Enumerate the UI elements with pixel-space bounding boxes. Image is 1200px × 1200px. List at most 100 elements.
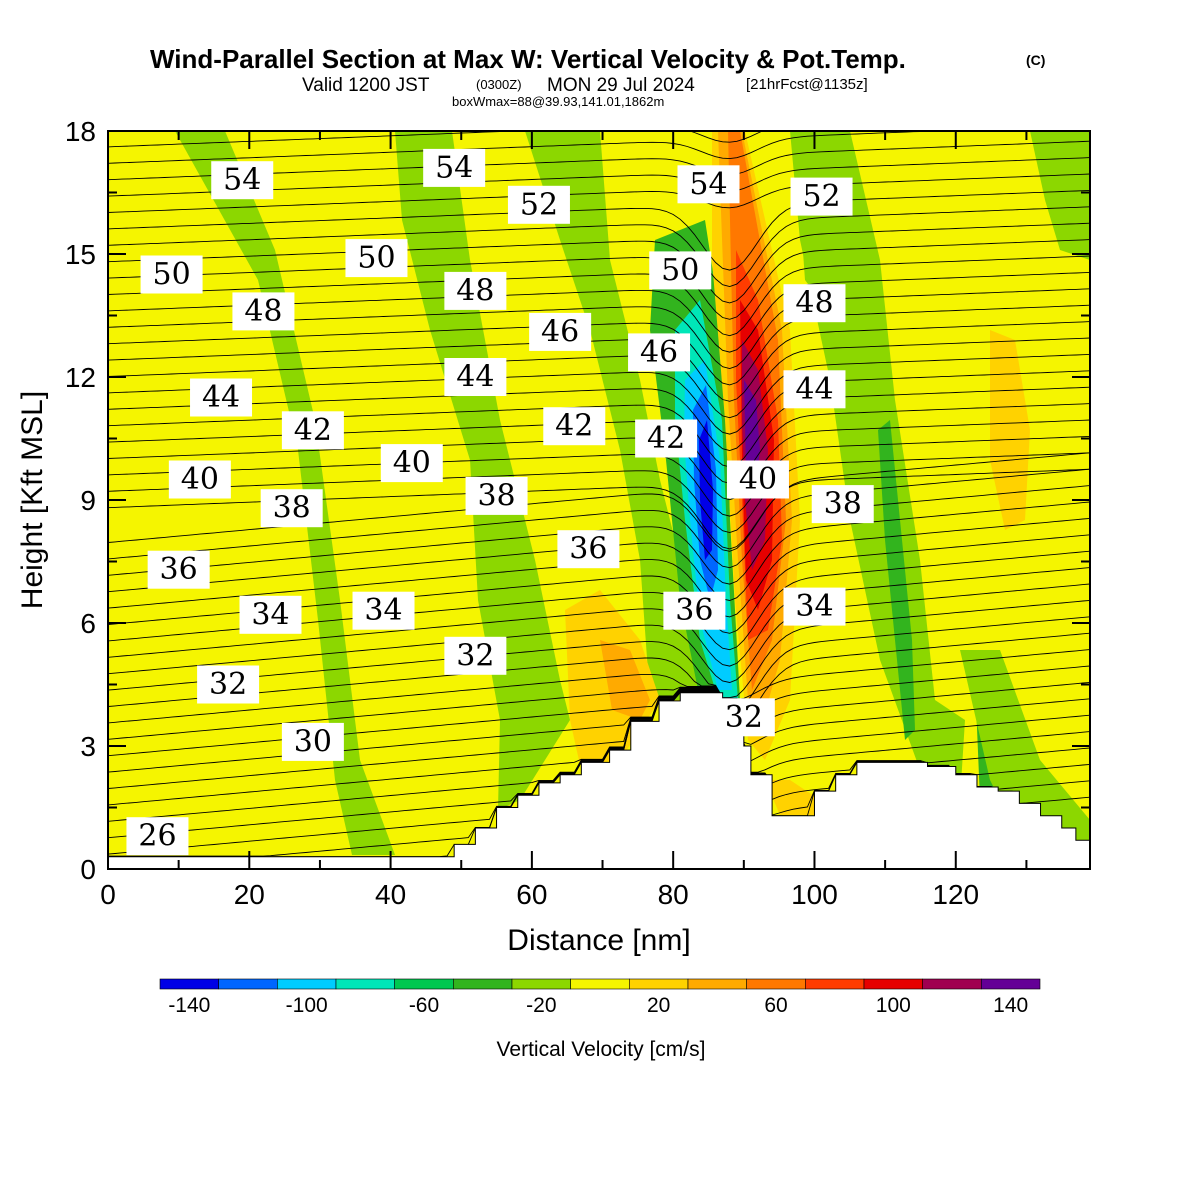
chart-title: Wind-Parallel Section at Max W: Vertical…: [150, 44, 906, 74]
plot-area: [108, 131, 1090, 869]
y-tick-label: 12: [65, 362, 96, 393]
contour-label-text: 42: [555, 409, 593, 444]
theta-contour-label: 34: [783, 587, 846, 626]
contour-label-text: 36: [675, 593, 713, 628]
contour-label-box: [712, 698, 775, 737]
y-tick-label: 3: [80, 731, 96, 762]
theta-contour-label: 50: [345, 239, 408, 278]
theta-contour-label: 34: [352, 591, 415, 630]
contour-label-text: 34: [795, 589, 833, 624]
contour-label-text: 48: [795, 286, 833, 321]
colorbar-swatch: [687, 978, 747, 990]
x-tick-label: 60: [516, 879, 547, 910]
theta-isoline: [108, 665, 1090, 757]
contour-label-text: 46: [541, 314, 579, 349]
velocity-band-green-far: [1030, 131, 1090, 260]
contour-label-box: [352, 591, 415, 630]
contour-label-box: [126, 817, 189, 856]
contour-label-text: 46: [640, 335, 678, 370]
colorbar-swatch: [218, 978, 278, 990]
contour-label-text: 32: [456, 638, 494, 673]
x-tick-label: 120: [932, 879, 979, 910]
theta-contour-label: 54: [423, 148, 486, 187]
y-axis-label: Height [Kft MSL]: [16, 391, 49, 609]
contour-label-text: 54: [435, 150, 473, 185]
colorbar-swatch: [863, 978, 923, 990]
colorbar-tick-label: 140: [993, 994, 1028, 1017]
theta-contour-label: 48: [444, 271, 507, 310]
colorbar-swatch: [335, 978, 395, 990]
terrain: [108, 692, 1090, 869]
contour-label-box: [444, 271, 507, 310]
contour-label-box: [811, 485, 874, 524]
theta-contour-label: 40: [726, 460, 789, 499]
colorbar-tick-label: -20: [526, 994, 556, 1017]
contour-label-text: 26: [138, 819, 176, 854]
theta-isoline: [108, 222, 1090, 304]
copyright-mark: (C): [1026, 52, 1045, 68]
contour-label-text: 48: [244, 294, 282, 329]
x-tick-label: 0: [100, 879, 116, 910]
theta-contour-label: 36: [557, 530, 620, 569]
contour-label-box: [507, 185, 570, 224]
colorbar-swatch: [629, 978, 689, 990]
theta-isoline: [108, 452, 1090, 533]
theta-isoline: [108, 239, 1090, 320]
contour-label-box: [140, 255, 203, 294]
contour-label-box: [783, 587, 846, 626]
contour-label-box: [168, 460, 231, 499]
theta-isoline: [108, 452, 1090, 552]
theta-isoline: [108, 468, 1090, 569]
colorbar-swatch: [511, 978, 571, 990]
colorbar-tick-label: 60: [764, 994, 787, 1017]
contour-label-text: 44: [202, 380, 240, 415]
colorbar-swatch: [922, 978, 982, 990]
theta-isoline: [108, 681, 1090, 773]
contour-label-text: 54: [689, 167, 727, 202]
theta-isoline: [108, 386, 1090, 468]
theta-isoline: [108, 689, 1090, 822]
contour-label-box: [260, 489, 323, 528]
theta-isoline: [108, 173, 1090, 213]
valid-time-utc: (0300Z): [476, 77, 522, 92]
contour-label-box: [663, 591, 726, 630]
theta-contour-label: 50: [649, 251, 712, 290]
contour-label-box: [465, 476, 528, 515]
contour-label-text: 34: [364, 593, 402, 628]
theta-contour-label: 38: [260, 489, 323, 528]
contour-label-text: 44: [456, 360, 494, 395]
colorbar-tick-label: 100: [876, 994, 911, 1017]
contour-label-box: [211, 161, 274, 200]
colorbar-tick-label: -100: [286, 994, 328, 1017]
contour-label-box: [239, 595, 302, 634]
theta-contour-label: 44: [190, 378, 253, 417]
contour-label-box: [281, 411, 344, 450]
colorbar: -140 -100 -60 -20 20 60 100 140: [159, 978, 1041, 1017]
colorbar-tick-label: -60: [409, 994, 439, 1017]
y-tick-label: 9: [80, 485, 96, 516]
y-tick-label: 0: [80, 854, 96, 885]
contour-label-text: 50: [152, 257, 190, 292]
theta-contour-label: 42: [543, 407, 606, 446]
theta-isoline: [108, 353, 1090, 435]
colorbar-swatch: [277, 978, 337, 990]
valid-time-prefix: Valid 1200 JST: [302, 75, 430, 96]
theta-contour-label: 26: [126, 817, 189, 856]
y-tick-label: 6: [80, 608, 96, 639]
contour-label-box: [380, 444, 443, 483]
contour-label-box: [783, 370, 846, 409]
contour-label-text: 40: [739, 462, 777, 497]
contour-label-text: 30: [294, 724, 332, 759]
contour-label-box: [232, 292, 295, 331]
contour-label-box: [197, 665, 260, 704]
theta-isoline: [108, 321, 1090, 402]
contour-label-text: 50: [661, 253, 699, 288]
y-tick-label: 15: [65, 239, 96, 270]
theta-contour-label: 52: [507, 185, 570, 224]
contour-label-text: 38: [273, 491, 311, 526]
contour-label-box: [677, 165, 740, 204]
contour-label-box: [190, 378, 253, 417]
contour-label-box: [345, 239, 408, 278]
